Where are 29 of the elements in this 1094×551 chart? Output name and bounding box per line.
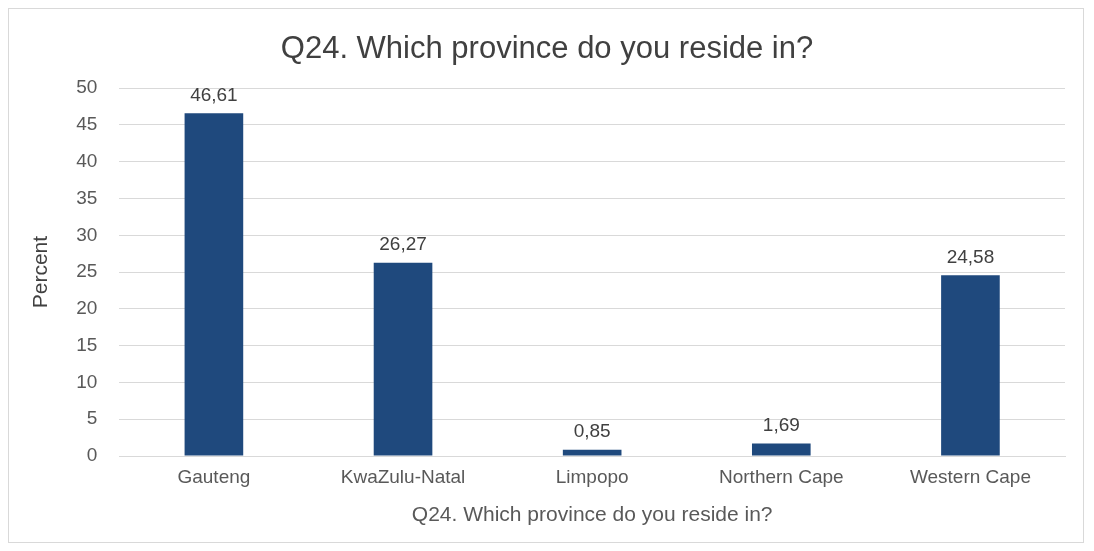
x-tick-label: Limpopo (555, 465, 629, 487)
x-tick-label: Western Cape (909, 465, 1031, 487)
y-tick-label: 45 (76, 113, 98, 135)
y-tick-label: 35 (76, 186, 98, 208)
x-tick-label: Gauteng (177, 465, 251, 487)
bar (562, 449, 622, 456)
data-label: 1,69 (762, 414, 800, 436)
y-tick-label: 15 (76, 333, 98, 355)
data-label: 0,85 (573, 420, 611, 442)
bar (751, 443, 811, 456)
y-tick-label: 5 (86, 407, 98, 429)
x-tick-label: Northern Cape (718, 465, 844, 487)
y-tick-label: 0 (86, 444, 98, 466)
data-label: 26,27 (379, 233, 427, 255)
y-tick-label: 25 (76, 260, 98, 282)
data-label: 24,58 (946, 245, 995, 267)
x-tick-label: KwaZulu-Natal (340, 465, 466, 487)
bar (941, 275, 1000, 456)
x-axis-title: Q24. Which province do you reside in? (411, 502, 773, 526)
bar (184, 113, 244, 456)
chart-title: Q24. Which province do you reside in? (280, 30, 814, 66)
y-tick-label: 10 (76, 370, 98, 392)
y-tick-label: 20 (76, 297, 98, 319)
data-label: 46,61 (190, 83, 238, 105)
y-tick-label: 30 (76, 223, 98, 245)
y-tick-label: 50 (76, 76, 98, 98)
y-tick-label: 40 (76, 149, 98, 171)
y-axis-title: Percent (28, 235, 52, 309)
bar (373, 262, 433, 456)
